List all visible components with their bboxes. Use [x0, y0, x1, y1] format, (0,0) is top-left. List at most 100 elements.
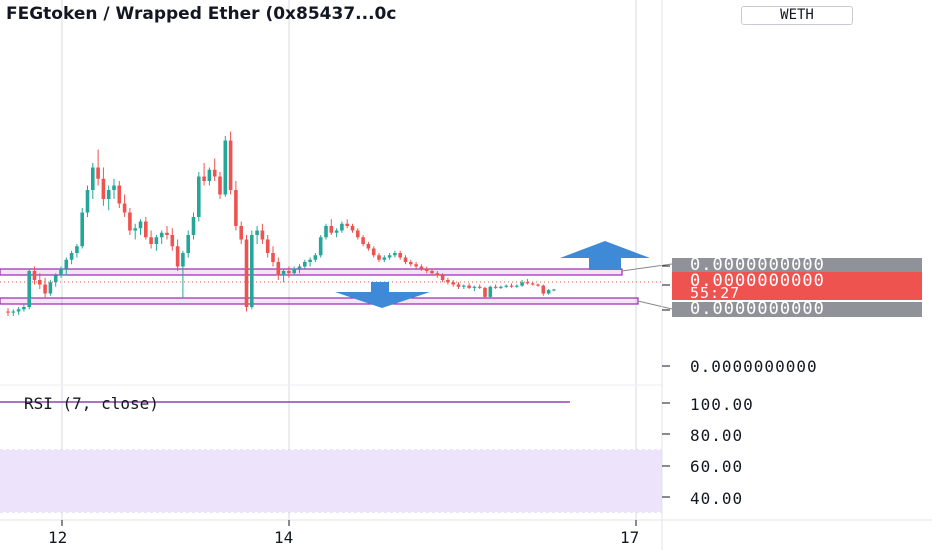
rsi-axis-label-40: 40.00	[690, 489, 744, 508]
candle-body	[530, 283, 535, 285]
level-band	[0, 297, 639, 305]
candle-body	[271, 253, 275, 262]
candle-body	[186, 235, 190, 253]
bar-countdown: 55:27	[690, 284, 741, 302]
candle-body	[59, 268, 63, 276]
candle-body	[424, 268, 429, 271]
candle-body	[43, 284, 47, 294]
candle-body	[361, 237, 365, 244]
candle-body	[75, 246, 79, 253]
axis-ticks	[61, 265, 670, 526]
candle-body	[223, 140, 228, 195]
candle-body	[297, 266, 302, 269]
candle-body	[398, 253, 402, 258]
price-label-upper-level: 0.0000000000	[672, 257, 922, 274]
candle-body	[212, 169, 217, 177]
candle-body	[477, 286, 482, 288]
candle-body	[260, 230, 265, 240]
level-connector	[621, 263, 673, 272]
candle-body	[106, 190, 111, 199]
candle-body	[112, 185, 116, 190]
candle-body	[324, 226, 328, 238]
candle-body	[255, 230, 259, 235]
candle-body	[541, 285, 546, 294]
candle-body	[239, 226, 243, 240]
candle-body	[6, 311, 10, 313]
candle-body	[91, 167, 95, 190]
candle-body	[356, 230, 360, 238]
candle-body	[292, 268, 296, 274]
candle-body	[419, 266, 424, 269]
candle-body	[96, 167, 100, 179]
candle-body	[38, 280, 42, 285]
candle-body	[128, 212, 132, 231]
candle-body	[16, 309, 21, 312]
candle-body	[64, 259, 69, 269]
candle-body	[53, 275, 58, 283]
candle-body	[377, 255, 381, 260]
x-axis-label-14: 14	[274, 528, 294, 547]
candle-body	[520, 282, 524, 286]
candle-body	[382, 257, 387, 260]
arrow-down-icon	[335, 282, 430, 308]
candle-body	[456, 284, 461, 287]
candle-body	[281, 271, 286, 276]
candle-body	[387, 255, 392, 258]
support-resistance-levels	[0, 263, 673, 310]
candle-body	[170, 235, 175, 247]
candles	[6, 131, 556, 316]
candle-body	[117, 185, 122, 204]
level-connector	[637, 300, 673, 310]
candle-body	[552, 289, 556, 291]
candle-body	[525, 282, 530, 284]
candle-body	[345, 223, 349, 226]
rsi-axis-label-80: 80.00	[690, 426, 744, 445]
candle-body	[488, 286, 493, 297]
x-axis-label-12: 12	[48, 528, 68, 547]
candle-body	[207, 169, 212, 181]
rsi-indicator-label[interactable]: RSI (7, close)	[24, 394, 159, 413]
currency-badge[interactable]: WETH	[741, 6, 853, 25]
candle-body	[175, 246, 180, 267]
candle-body	[350, 226, 355, 231]
annotations	[335, 241, 650, 308]
candle-body	[197, 176, 201, 217]
candle-body	[234, 190, 238, 226]
arrow-up-icon	[560, 241, 650, 270]
candle-body	[85, 190, 90, 213]
candle-body	[250, 235, 254, 307]
candle-body	[191, 217, 196, 235]
candle-body	[446, 280, 450, 283]
candle-body	[546, 290, 551, 294]
candle-body	[101, 178, 106, 199]
candle-body	[329, 226, 334, 233]
candle-body	[144, 221, 148, 238]
candle-body	[22, 307, 26, 310]
candle-body	[287, 271, 291, 274]
candle-body	[32, 271, 37, 280]
candle-body	[366, 244, 371, 249]
candle-body	[462, 285, 466, 287]
candle-body	[483, 287, 487, 297]
candle-body	[318, 237, 323, 256]
candle-body	[308, 259, 312, 262]
price-axis-label: 0.0000000000	[690, 357, 818, 376]
chart-title: FEGtoken / Wrapped Ether (0x85437...0c	[6, 4, 397, 24]
candle-body	[202, 176, 206, 181]
rsi-overbought-band	[0, 450, 662, 512]
candle-body	[536, 284, 540, 286]
candle-body	[228, 140, 233, 190]
candle-body	[276, 262, 281, 276]
candle-body	[430, 271, 434, 274]
candle-body	[122, 203, 127, 213]
candle-body	[509, 285, 514, 287]
candle-body	[467, 285, 471, 288]
candle-body	[504, 285, 508, 287]
candle-body	[181, 253, 185, 267]
candle-body	[138, 221, 143, 229]
rsi-axis-label-100: 100.00	[690, 395, 754, 414]
candle-body	[27, 271, 31, 307]
candle-body	[493, 286, 498, 288]
candle-body	[499, 286, 503, 288]
